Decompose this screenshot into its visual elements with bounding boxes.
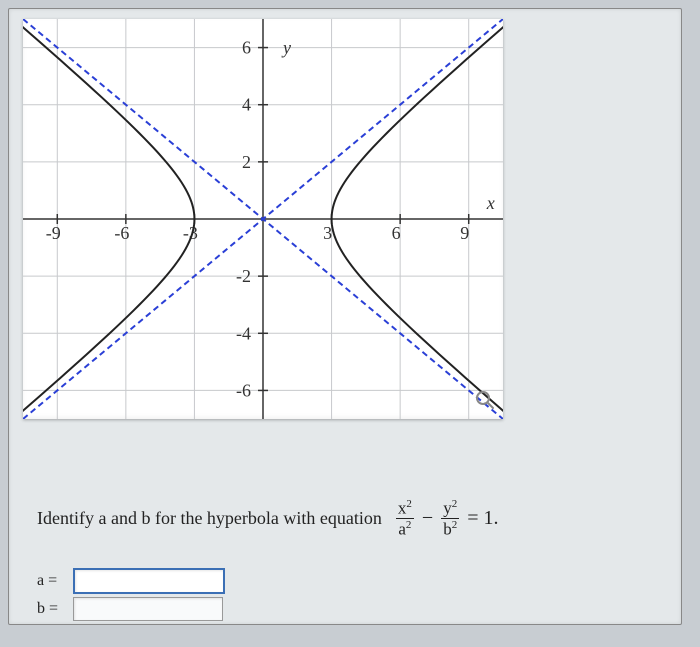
label-a: a =: [37, 572, 67, 590]
equals-rhs: = 1.: [467, 507, 498, 530]
svg-text:-2: -2: [236, 266, 251, 286]
svg-text:-9: -9: [46, 223, 61, 243]
svg-text:-6: -6: [236, 380, 251, 400]
answer-row-b: b =: [37, 597, 225, 621]
minus-sign: −: [422, 507, 433, 530]
fraction-y2-b2: y2 b2: [441, 499, 459, 537]
question-card: -9-6-3369-6-4-2246xy Identify a and b fo…: [8, 8, 682, 625]
input-b[interactable]: [73, 597, 223, 621]
plot-svg: -9-6-3369-6-4-2246xy: [23, 19, 503, 419]
input-a[interactable]: [73, 568, 225, 594]
svg-text:2: 2: [242, 152, 251, 172]
svg-text:9: 9: [460, 223, 469, 243]
svg-text:x: x: [486, 193, 495, 213]
svg-text:-4: -4: [236, 323, 251, 343]
svg-text:4: 4: [242, 95, 251, 115]
magnify-icon[interactable]: [475, 390, 495, 415]
question-prompt: Identify a and b for the hyperbola with …: [37, 499, 502, 537]
answer-row-a: a =: [37, 568, 225, 594]
svg-text:-6: -6: [114, 223, 129, 243]
svg-text:3: 3: [323, 223, 332, 243]
answer-block: a = b =: [37, 565, 225, 624]
svg-text:6: 6: [392, 223, 401, 243]
prompt-text: Identify a and b for the hyperbola with …: [37, 508, 382, 529]
svg-text:6: 6: [242, 38, 251, 58]
label-b: b =: [37, 600, 67, 618]
fraction-x2-a2: x2 a2: [396, 499, 414, 537]
svg-text:y: y: [281, 38, 291, 58]
hyperbola-chart: -9-6-3369-6-4-2246xy: [23, 19, 503, 419]
